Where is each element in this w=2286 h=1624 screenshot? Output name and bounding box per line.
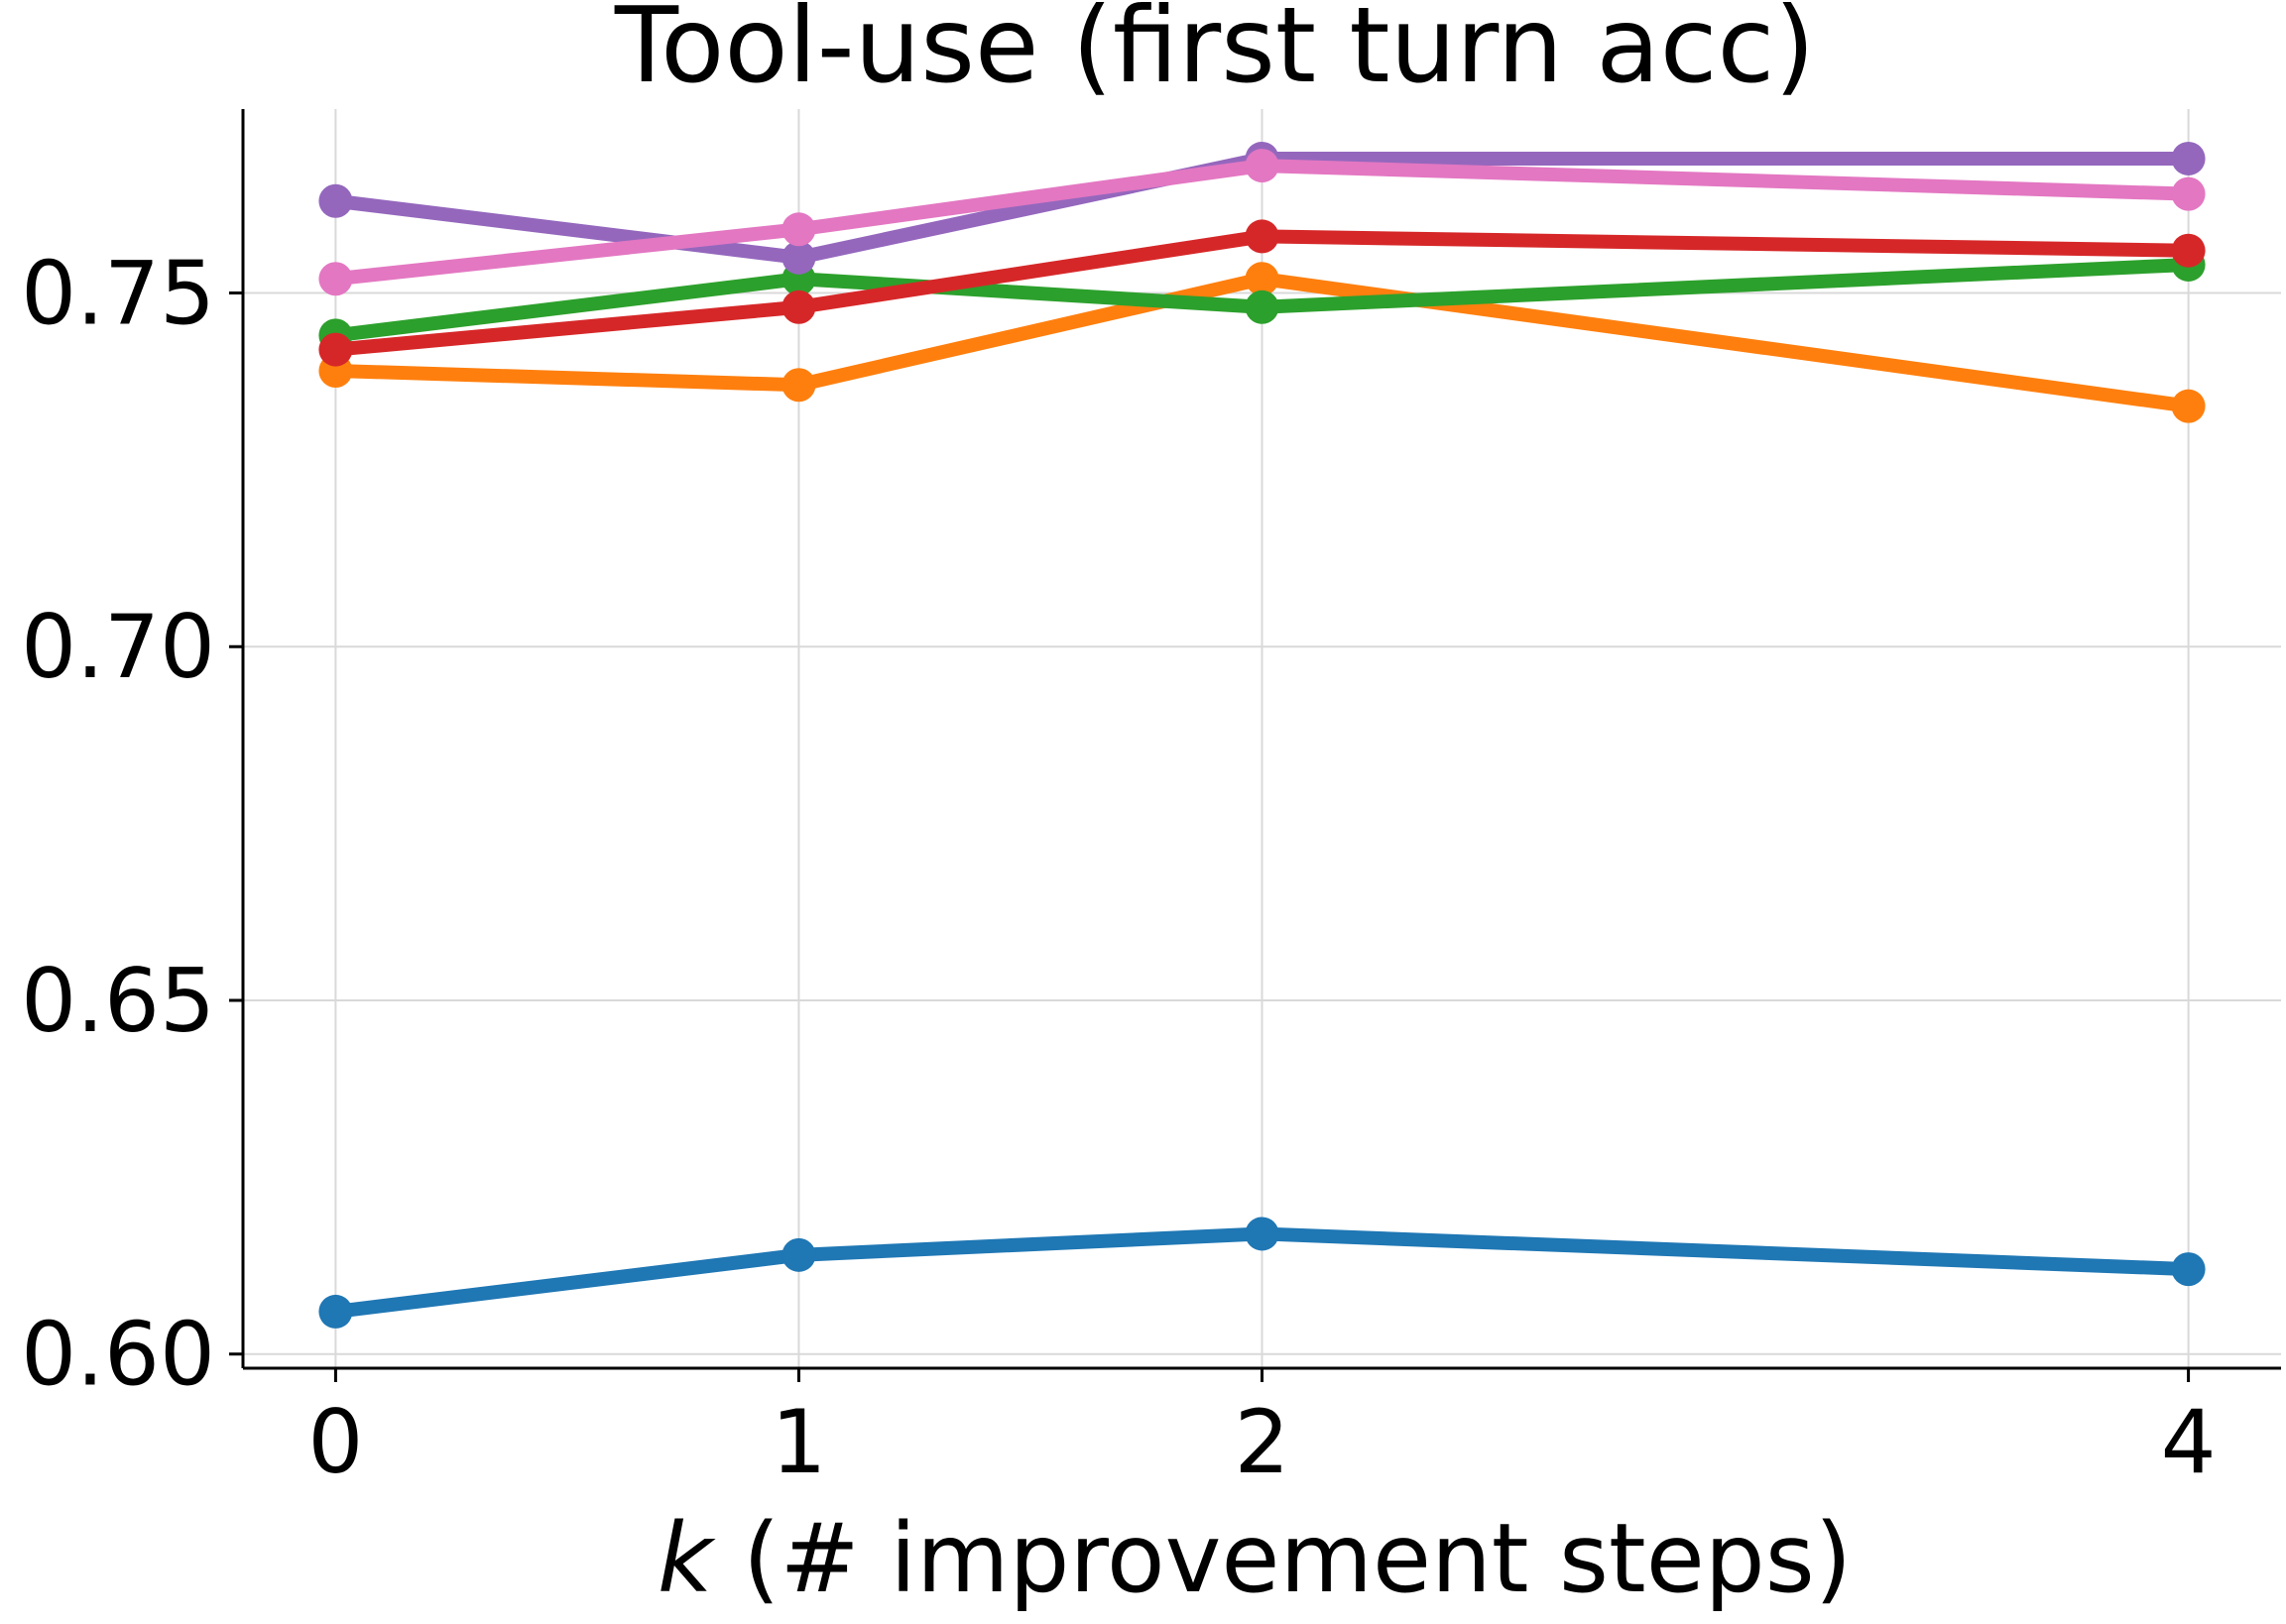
series-0-point-2 [1245,1217,1279,1251]
x-tick-label-3: 4 [2161,1391,2217,1493]
series-3 [318,219,2206,367]
chart-title: Tool-use (first turn acc) [614,0,1815,106]
series-0-point-1 [782,1237,816,1272]
series-5-line [328,159,2196,287]
y-tick-label-0: 0.60 [21,1304,215,1406]
x-tick-label-0: 0 [307,1391,363,1493]
x-axis-label-variable: k [658,1503,716,1614]
series-1-point-3 [2171,389,2206,423]
x-tick-label-1: 1 [771,1391,826,1493]
y-tick-label-1: 0.65 [21,950,215,1052]
series-0-point-0 [318,1294,353,1329]
series-3-point-0 [318,332,353,367]
series-4 [318,141,2206,275]
series-0-point-3 [2171,1252,2206,1287]
series-4-point-3 [2171,141,2206,175]
series-3-point-3 [2171,233,2206,268]
series-3-line [328,229,2196,357]
series-5 [318,149,2206,296]
series-2-point-2 [1245,290,1279,324]
series-5-point-3 [2171,176,2206,211]
tick-labels: 0 1 2 4 0.60 0.65 0.70 0.75 [21,243,2217,1493]
series-4-line [328,151,2196,265]
series-1-point-1 [782,368,816,403]
series-0-line [328,1226,2196,1319]
axes [229,109,2281,1382]
series-2-line [328,257,2196,343]
series-5-point-2 [1245,149,1279,183]
series-1 [318,262,2206,423]
x-tick-label-2: 2 [1235,1391,1290,1493]
x-axis-label-text: (# improvement steps) [712,1503,1852,1614]
series-3-point-2 [1245,219,1279,254]
series-group [318,141,2206,1329]
series-5-point-1 [782,212,816,247]
series-0 [318,1217,2206,1329]
x-axis-label: k (# improvement steps) [658,1503,1852,1614]
series-1-line [328,272,2196,413]
y-tick-label-2: 0.70 [21,596,215,698]
y-tick-label-3: 0.75 [21,243,215,345]
series-1-point-2 [1245,262,1279,296]
series-4-point-0 [318,183,353,218]
series-3-point-1 [782,290,816,324]
series-5-point-0 [318,262,353,296]
series-4-point-1 [782,240,816,275]
